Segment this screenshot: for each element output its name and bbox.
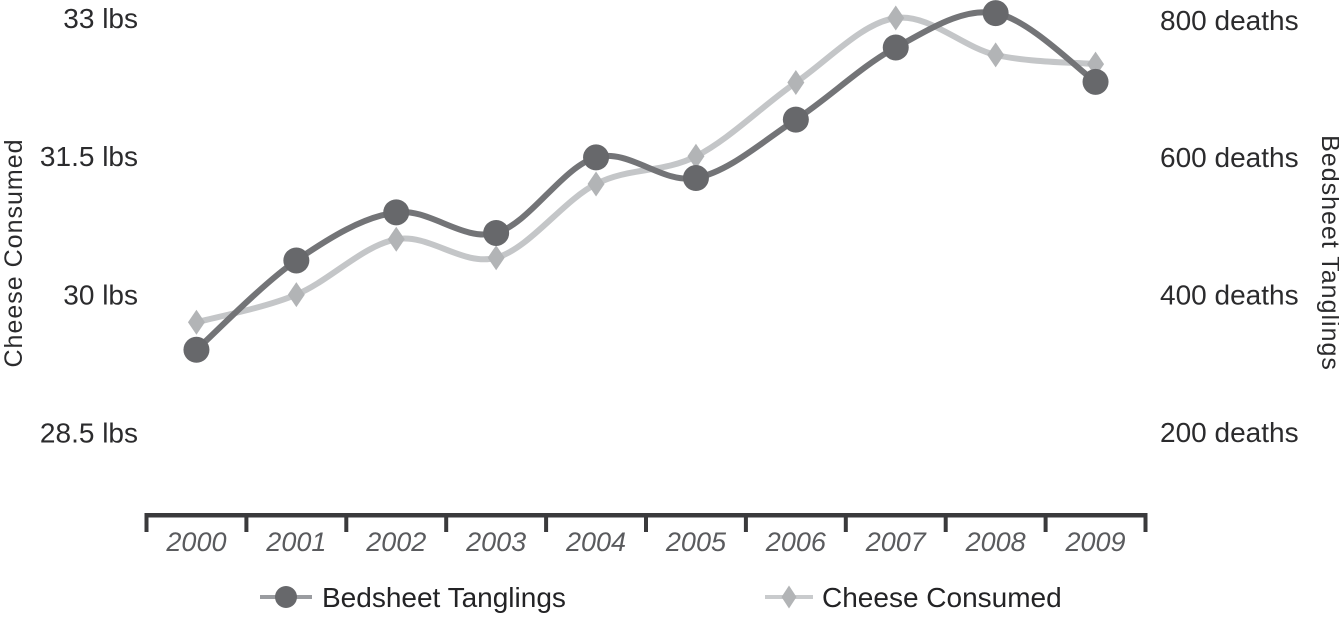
- x-axis-tick: [743, 513, 748, 532]
- bedsheet-tanglings-line: [193, 9, 1099, 353]
- data-point-diamond: [587, 171, 605, 197]
- data-point-diamond: [187, 309, 205, 335]
- y-axis-labels: 33 lbs 31.5 lbs 30 lbs 28.5 lbs 800 deaths 60…: [40, 3, 1299, 449]
- x-tick-label: 2009: [1065, 527, 1126, 557]
- x-tick-label: 2005: [665, 527, 727, 557]
- data-point-circle: [682, 165, 709, 192]
- series-area: [183, 0, 1109, 363]
- x-tick-label: 2004: [565, 527, 626, 557]
- data-point-diamond: [787, 70, 805, 96]
- data-point-circle: [882, 34, 909, 61]
- right-axis-title: Bedsheet Tanglings: [1316, 135, 1339, 371]
- right-axis-tick-label: 600 deaths: [1160, 142, 1299, 173]
- right-axis-tick-label: 800 deaths: [1160, 5, 1299, 36]
- data-point-diamond: [987, 42, 1005, 68]
- left-axis-title: Cheese Consumed: [0, 138, 28, 367]
- x-tick-label: 2008: [965, 527, 1026, 557]
- legend-label-cheese-consumed: Cheese Consumed: [822, 582, 1062, 613]
- x-axis-tick: [943, 513, 948, 532]
- cheese-consumed-line: [193, 14, 1099, 326]
- x-tick-label: 2003: [465, 527, 526, 557]
- legend-circle-marker-icon: [275, 586, 297, 608]
- x-axis-tick: [244, 513, 249, 532]
- right-axis-tick-label: 200 deaths: [1160, 417, 1299, 448]
- x-axis: 2000 2001 2002 2003 2004 2005 2006 2007 2008 2009: [144, 513, 1148, 557]
- left-axis-tick-label: 28.5 lbs: [40, 418, 138, 449]
- x-axis-tick: [843, 513, 848, 532]
- data-point-circle: [583, 144, 610, 171]
- legend-item-cheese-consumed: Cheese Consumed: [765, 582, 1062, 613]
- data-point-circle: [782, 106, 809, 133]
- x-tick-label: 2000: [165, 527, 226, 557]
- data-point-diamond: [687, 143, 705, 169]
- left-axis-tick-label: 30 lbs: [63, 279, 138, 310]
- data-point-circle: [1082, 68, 1109, 95]
- data-point-circle: [183, 336, 210, 363]
- x-axis-tick: [444, 513, 449, 532]
- x-axis-tick: [644, 513, 648, 532]
- x-axis-tick: [1143, 513, 1148, 532]
- x-axis-tick: [144, 513, 149, 532]
- data-point-diamond: [287, 282, 305, 308]
- legend: Bedsheet Tanglings Cheese Consumed: [260, 582, 1062, 613]
- left-axis-tick-label: 33 lbs: [63, 3, 138, 34]
- x-axis-tick: [544, 513, 549, 532]
- data-point-circle: [283, 247, 310, 274]
- x-tick-label: 2001: [265, 527, 326, 557]
- data-point-circle: [982, 0, 1009, 27]
- legend-label-bedsheet-tanglings: Bedsheet Tanglings: [322, 582, 566, 613]
- data-point-circle: [383, 199, 410, 226]
- data-point-circle: [483, 219, 510, 246]
- x-tick-label: 2007: [865, 527, 927, 557]
- x-axis-tick: [1043, 513, 1048, 532]
- data-point-diamond: [887, 5, 905, 31]
- data-point-diamond: [387, 226, 405, 252]
- x-tick-label: 2006: [765, 527, 827, 557]
- data-point-diamond: [487, 245, 505, 271]
- left-axis-tick-label: 31.5 lbs: [40, 141, 138, 172]
- x-tick-label: 2002: [365, 527, 426, 557]
- right-axis-tick-label: 400 deaths: [1160, 280, 1299, 311]
- x-axis-tick: [344, 513, 349, 532]
- legend-item-bedsheet-tanglings: Bedsheet Tanglings: [260, 582, 566, 613]
- legend-diamond-marker-icon: [781, 585, 797, 609]
